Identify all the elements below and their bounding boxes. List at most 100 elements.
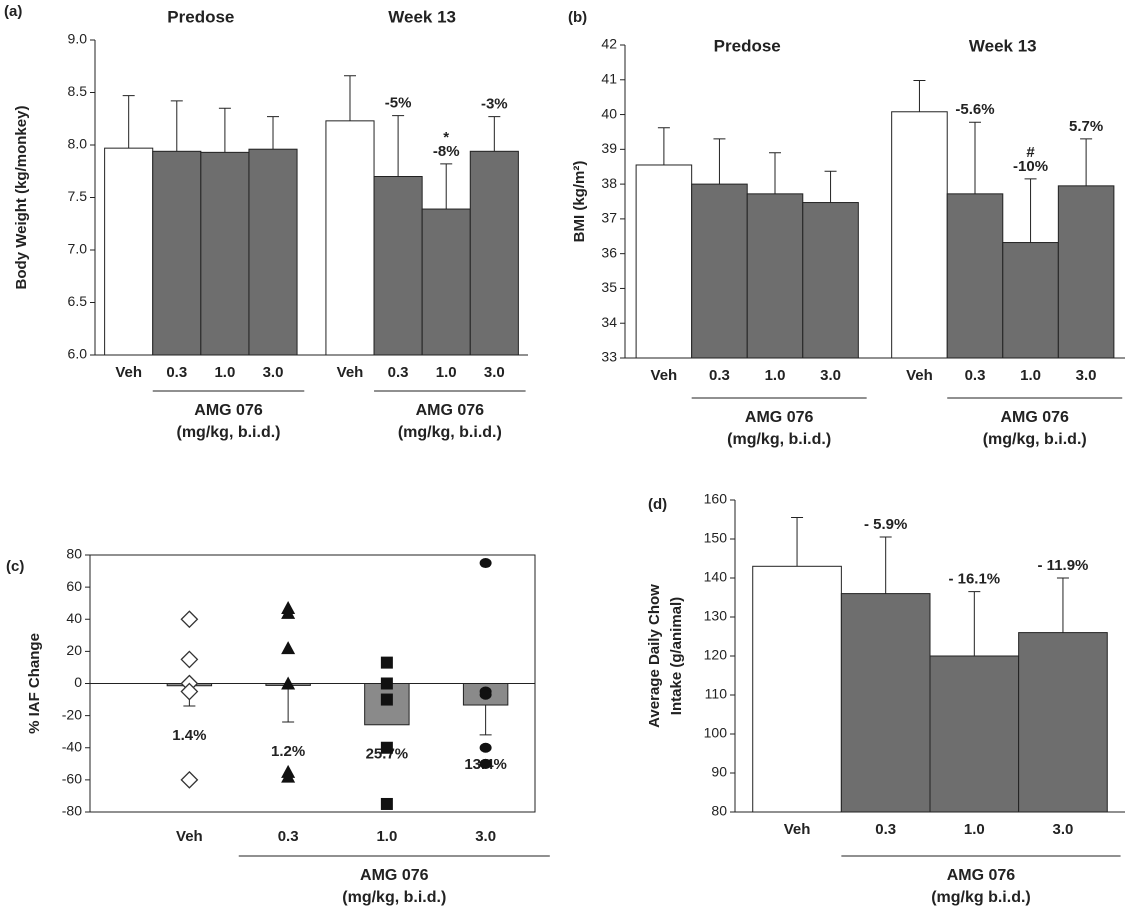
- error-bar: [488, 116, 501, 152]
- error-bar: [769, 152, 781, 194]
- panel-label: (c): [6, 558, 24, 575]
- y-tick-label: 41: [601, 70, 617, 86]
- bar: [325, 120, 375, 356]
- x-tick-label: 0.3: [965, 367, 986, 384]
- dose-label: (mg/kg b.i.d.): [931, 889, 1031, 906]
- x-tick-label: 3.0: [1053, 821, 1074, 838]
- dose-label: (mg/kg, b.i.d.): [398, 424, 502, 441]
- bar: [802, 202, 859, 359]
- error-bar: [657, 127, 670, 165]
- bar: [691, 183, 748, 359]
- dose-label: AMG 076: [360, 867, 429, 884]
- annotation: - 11.9%: [1038, 557, 1089, 574]
- error-bar: [1056, 577, 1069, 633]
- error-bar: [968, 591, 981, 656]
- x-tick-label: Veh: [651, 367, 678, 384]
- bar: [1002, 242, 1059, 359]
- error-bar: [218, 107, 231, 153]
- bar: [752, 565, 842, 813]
- point: [180, 610, 199, 629]
- y-tick-label: 39: [601, 140, 617, 156]
- y-axis-label: BMI (kg/m²): [571, 161, 588, 243]
- y-tick-label: 40: [601, 105, 617, 121]
- x-tick-label: 1.0: [214, 364, 235, 381]
- y-tick-label: 9.0: [68, 31, 88, 47]
- x-tick-label: 3.0: [263, 364, 284, 381]
- panel-label: (b): [568, 9, 587, 26]
- y-tick-label: 7.0: [68, 241, 88, 257]
- error-bar: [824, 170, 837, 203]
- group-title: Week 13: [388, 7, 456, 26]
- x-tick-label: 1.0: [376, 828, 397, 845]
- bar: [1018, 632, 1108, 813]
- annotation: - 16.1%: [948, 571, 1000, 588]
- dose-label: AMG 076: [1000, 409, 1069, 426]
- error-bar: [343, 75, 356, 121]
- point: [180, 650, 199, 669]
- bar: [840, 593, 931, 813]
- y-axis-label: % IAF Change: [26, 633, 43, 734]
- y-tick-label: 37: [601, 210, 617, 226]
- point: [479, 558, 492, 569]
- x-tick-label: 3.0: [820, 367, 841, 384]
- point: [281, 641, 296, 655]
- error-bar: [267, 116, 280, 150]
- annotation: -3%: [481, 96, 508, 113]
- y-tick-label: 8.5: [68, 83, 88, 99]
- point: [380, 656, 393, 669]
- x-tick-label: Veh: [337, 364, 364, 381]
- annotation: 1.2%: [271, 743, 305, 760]
- panel-label: (a): [4, 3, 22, 20]
- y-tick-label: 33: [601, 349, 617, 365]
- dose-label: AMG 076: [947, 867, 1016, 884]
- y-tick-label: 36: [601, 244, 617, 260]
- y-tick-label: 150: [704, 530, 728, 546]
- x-tick-label: Veh: [115, 364, 142, 381]
- y-axis-label: Average Daily Chow: [646, 584, 663, 728]
- point: [479, 689, 492, 700]
- y-tick-label: 90: [711, 764, 727, 780]
- y-tick-label: -60: [62, 771, 82, 787]
- error-bar: [282, 685, 295, 723]
- y-tick-label: 80: [711, 803, 727, 819]
- x-tick-label: 1.0: [1020, 367, 1041, 384]
- x-tick-label: 1.0: [964, 821, 985, 838]
- annotation: -5.6%: [955, 101, 994, 118]
- x-tick-label: 0.3: [709, 367, 730, 384]
- significance-marker: #: [1026, 144, 1035, 161]
- point: [281, 605, 296, 619]
- point: [281, 769, 296, 783]
- annotation: -5%: [385, 95, 412, 112]
- y-tick-label: 0: [74, 674, 82, 690]
- y-tick-label: 6.0: [68, 346, 88, 362]
- x-tick-label: 0.3: [166, 364, 187, 381]
- y-tick-label: 160: [704, 491, 728, 507]
- bar: [891, 111, 948, 359]
- x-tick-label: Veh: [784, 821, 811, 838]
- bar: [104, 147, 154, 356]
- error-bar: [440, 163, 453, 210]
- point: [380, 741, 393, 754]
- annotation: -8%: [433, 143, 460, 160]
- y-tick-label: 110: [705, 686, 728, 702]
- y-tick-label: 80: [66, 546, 82, 562]
- annotation: 1.4%: [172, 727, 206, 744]
- error-bar: [1024, 178, 1037, 243]
- y-tick-label: 120: [704, 647, 728, 663]
- point: [380, 677, 393, 690]
- annotation: - 5.9%: [864, 516, 907, 533]
- y-axis-label: Body Weight (kg/monkey): [13, 106, 30, 290]
- dose-label: (mg/kg, b.i.d.): [727, 431, 831, 448]
- error-bar: [879, 536, 892, 594]
- x-tick-label: Veh: [906, 367, 933, 384]
- error-bar: [170, 100, 183, 152]
- y-tick-label: 100: [704, 725, 728, 741]
- bar: [635, 164, 693, 359]
- error-bar: [392, 115, 405, 177]
- bar: [152, 150, 202, 356]
- dose-label: (mg/kg, b.i.d.): [342, 889, 446, 906]
- dose-label: (mg/kg, b.i.d.): [177, 424, 281, 441]
- bar: [421, 208, 471, 356]
- group-title: Predose: [714, 36, 781, 55]
- x-tick-label: 3.0: [1076, 367, 1097, 384]
